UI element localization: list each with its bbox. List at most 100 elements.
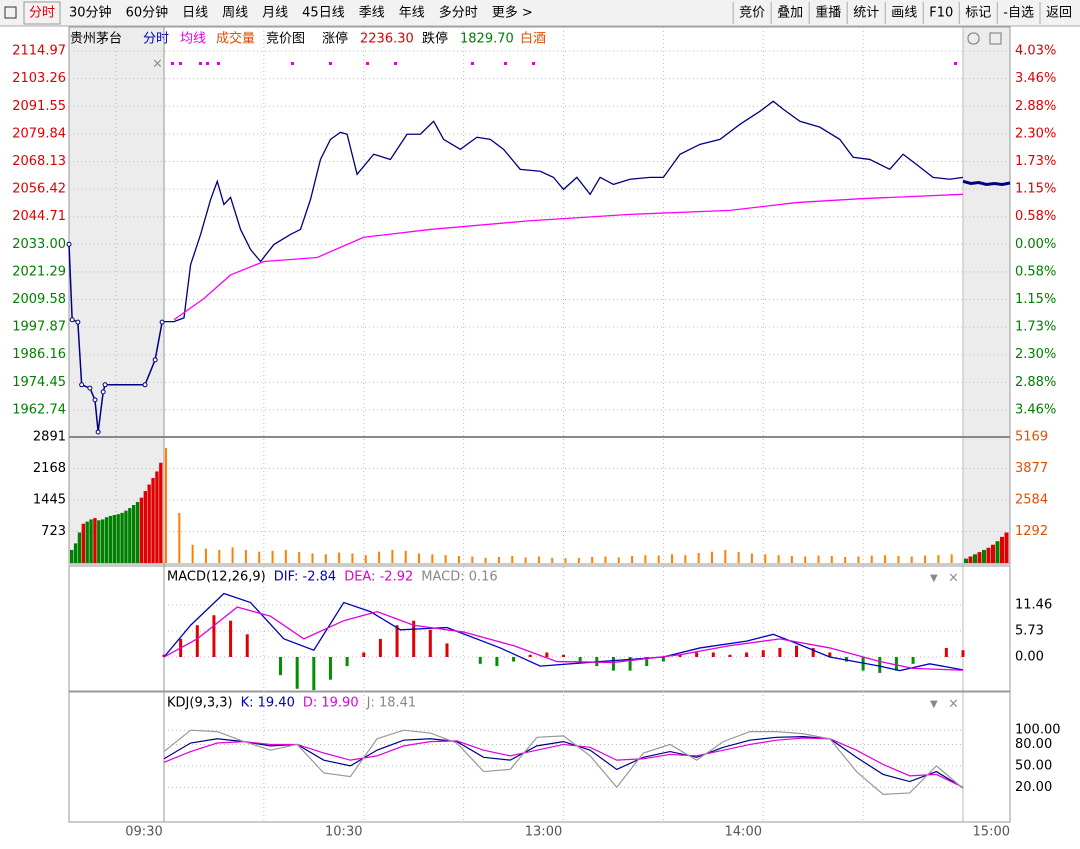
pct-label: 2.30% (1015, 126, 1056, 141)
auction-volume-bar (70, 549, 74, 563)
macd-bar (778, 647, 782, 658)
header-item[interactable]: 竞价图 (266, 31, 305, 47)
macd-line (163, 592, 964, 672)
x-tick-label: 15:00 (973, 825, 1010, 840)
volume-bar (551, 557, 554, 563)
volume-bar (577, 557, 580, 563)
toolbar-button[interactable]: 画线 (891, 6, 917, 21)
toolbar-button[interactable]: 竞价 (739, 5, 765, 21)
macd-bar (761, 650, 765, 658)
x-tick-label: 09:30 (125, 825, 162, 840)
indicator-label: DEA: -2.92 (344, 570, 413, 585)
auction-point (75, 319, 81, 325)
pane-title: MACD(12,26,9) (167, 570, 266, 585)
event-marker[interactable] (471, 62, 474, 65)
macd-bar (512, 657, 516, 662)
y-tick-label: 1445 (33, 493, 66, 508)
tab[interactable]: 45日线 (302, 6, 345, 21)
tab[interactable]: 分时 (29, 6, 55, 21)
macd-bar (695, 652, 699, 658)
volume-bar (258, 551, 261, 563)
post-volume-bar (995, 541, 1000, 563)
header-item[interactable]: 均线 (180, 32, 206, 47)
y-tick-label: 2021.29 (12, 264, 66, 279)
toolbar-button[interactable]: 重播 (815, 5, 841, 21)
volume-bar (617, 557, 620, 563)
tab[interactable]: 年线 (399, 6, 425, 21)
zoom-button[interactable] (967, 32, 980, 45)
y-tick-label: 5.73 (1015, 624, 1044, 639)
event-marker[interactable] (206, 62, 209, 65)
volume-bar (857, 556, 860, 563)
post-volume-bar (986, 547, 991, 563)
macd-bar (328, 657, 332, 680)
tab[interactable]: 30分钟 (69, 5, 112, 21)
toolbar-button[interactable]: -自选 (1003, 6, 1034, 21)
event-marker[interactable] (329, 62, 332, 65)
pane-menu[interactable]: ▼ (930, 699, 938, 710)
pane-close[interactable]: × (948, 697, 959, 712)
y-tick-label: 1986.16 (12, 347, 66, 362)
auction-point (95, 429, 101, 435)
layout-button[interactable] (989, 32, 1002, 45)
menu-icon[interactable] (4, 6, 17, 19)
y-tick-label: 100.00 (1015, 723, 1061, 738)
volume-bar (604, 556, 607, 563)
tab[interactable]: 周线 (222, 6, 248, 21)
event-marker[interactable] (291, 62, 294, 65)
pct-label: 4.03% (1015, 44, 1056, 59)
tab[interactable]: 日线 (182, 6, 208, 21)
y-tick-label: 11.46 (1015, 598, 1052, 613)
y-tick-label: 2056.42 (12, 182, 66, 197)
volume-bar (817, 555, 820, 563)
event-marker[interactable] (504, 62, 507, 65)
header-item[interactable]: 成交量 (216, 31, 255, 47)
volume-bar (870, 555, 873, 563)
event-marker[interactable] (179, 62, 182, 65)
auction-point (79, 382, 85, 388)
event-marker[interactable] (199, 62, 202, 65)
event-marker[interactable] (394, 62, 397, 65)
event-marker[interactable] (366, 62, 369, 65)
tab[interactable]: 多分时 (439, 5, 478, 21)
volume-bar (950, 554, 953, 563)
volume-bar (351, 553, 354, 563)
tab-active (23, 1, 61, 25)
tab[interactable]: 月线 (262, 6, 288, 21)
volume-bar (391, 549, 394, 563)
toolbar-button[interactable]: 统计 (853, 6, 879, 21)
tab[interactable]: 季线 (359, 6, 385, 21)
volume-bar (378, 551, 381, 563)
event-marker[interactable] (217, 62, 220, 65)
pane-menu[interactable]: ▼ (930, 573, 938, 584)
toolbar-button[interactable]: 叠加 (777, 6, 803, 21)
y-tick-label: 2033.00 (12, 237, 66, 252)
y-tick-label: 1962.74 (12, 402, 66, 417)
pct-label: 2.88% (1015, 99, 1056, 114)
tabs: 分时 30分钟 60分钟 日线 周线 月线 45日线 季线 年线 多分时 更多 > (23, 1, 533, 25)
header-item[interactable]: 分时 (143, 32, 169, 47)
volume-bar (910, 556, 913, 563)
event-marker[interactable] (532, 62, 535, 65)
pane-close[interactable]: × (948, 571, 959, 586)
tab[interactable]: 更多 > (492, 5, 533, 21)
macd-bar (162, 654, 166, 658)
tab[interactable]: 60分钟 (126, 5, 169, 21)
post-volume-bar (991, 544, 995, 563)
macd-bar (562, 654, 565, 658)
macd-bar (861, 657, 865, 671)
toolbar-button[interactable]: 标记 (965, 6, 991, 21)
plot: 09:30 10:30 13:00 14:00 15:00 2114.97 4.03% 210… (12, 27, 1061, 840)
x-tick-label: 14:00 (725, 825, 762, 840)
toolbar-button[interactable]: F10 (929, 6, 953, 21)
volume-bar (737, 552, 740, 563)
volume-bar (564, 558, 567, 563)
event-marker[interactable] (954, 62, 957, 65)
volume-bar (271, 550, 274, 563)
kdj-frame (68, 691, 1011, 823)
auction-volume-bar (85, 521, 89, 563)
close-icon[interactable]: × (152, 57, 163, 72)
event-marker[interactable] (171, 62, 174, 65)
toolbar-button[interactable]: 返回 (1046, 6, 1072, 21)
